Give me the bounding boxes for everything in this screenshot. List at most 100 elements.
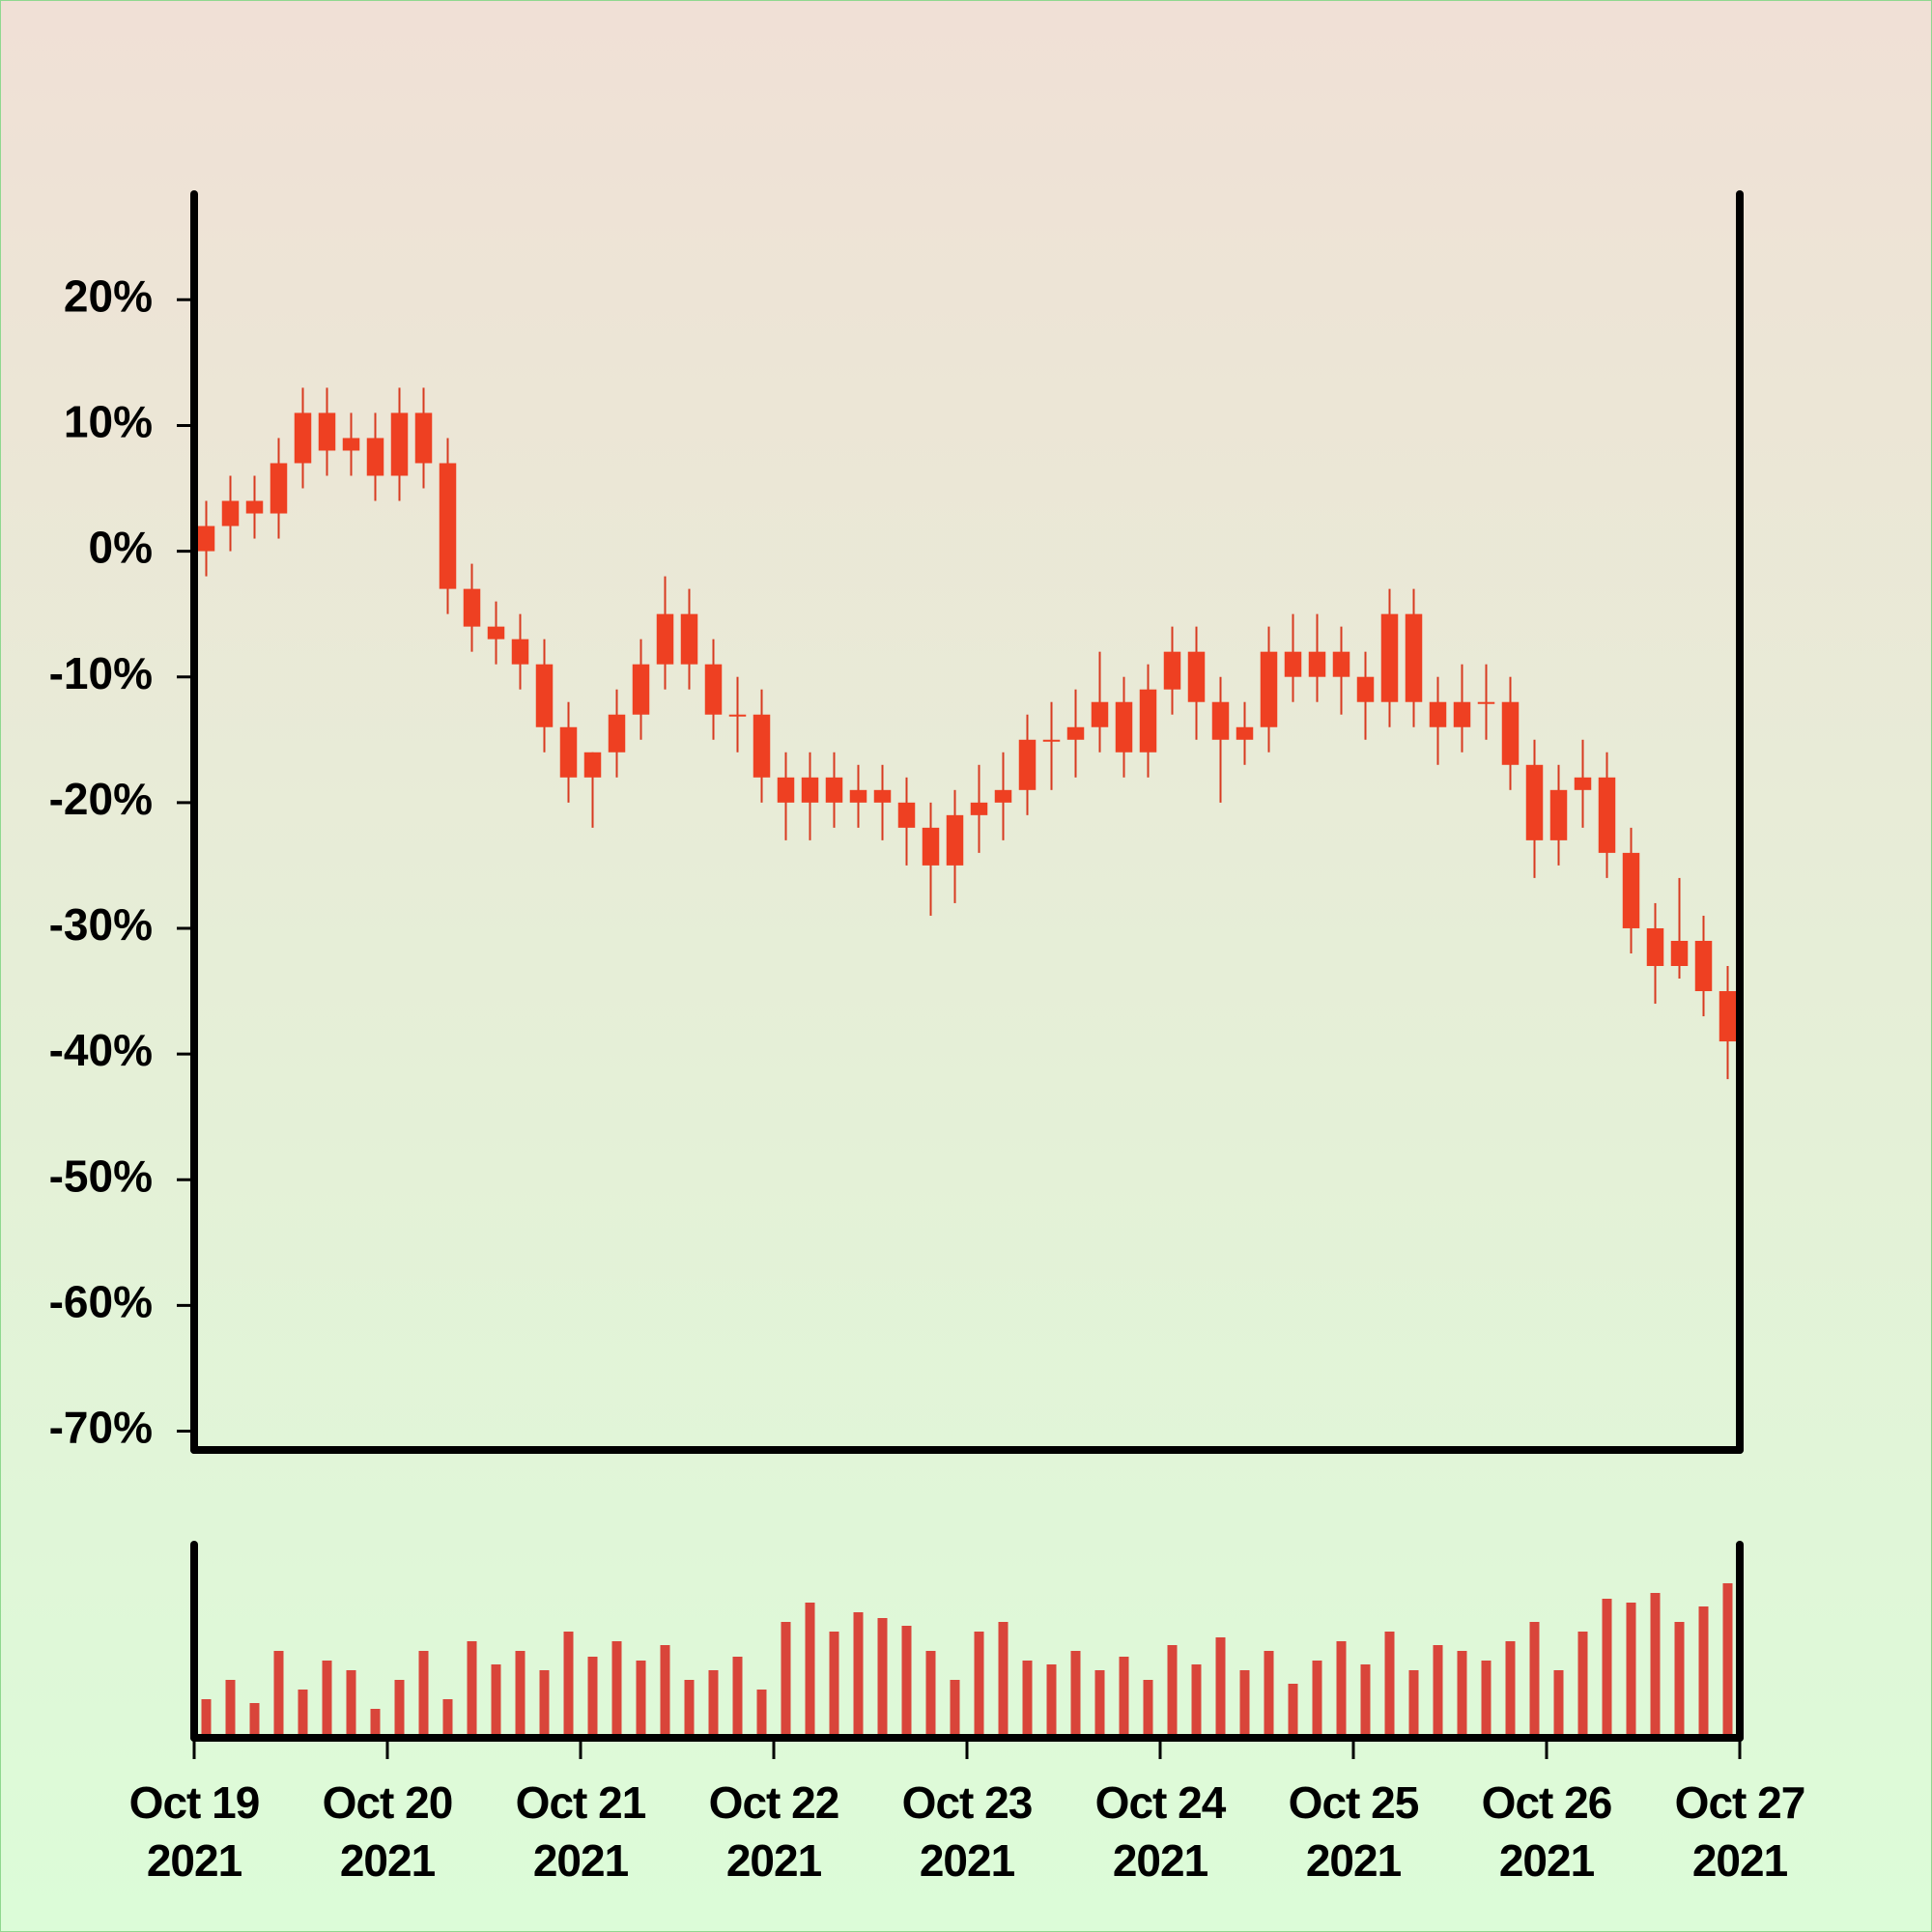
candle-body (1549, 789, 1568, 840)
candle-body (994, 789, 1012, 803)
candle-body (487, 626, 505, 639)
candle-body (1429, 701, 1447, 727)
x-tick-label: Oct 22 2021 (708, 1777, 840, 1886)
volume-bar (1408, 1670, 1419, 1738)
candle-body (1453, 701, 1471, 727)
candle-body (294, 412, 312, 464)
volume-bar (781, 1622, 791, 1738)
y-tick-label: -40% (49, 1025, 153, 1075)
x-tick-label: Oct 24 2021 (1094, 1777, 1227, 1886)
volume-bar (684, 1680, 695, 1738)
candle-body (897, 802, 916, 828)
volume-bar (539, 1670, 550, 1738)
candle-body (559, 726, 578, 778)
candle-body (849, 789, 867, 803)
candle-body (1115, 701, 1133, 753)
candle-body (1042, 739, 1061, 742)
volume-bar (1264, 1651, 1274, 1738)
volume-bar (998, 1622, 1009, 1738)
candle-body (656, 613, 674, 665)
candle-body (463, 588, 481, 627)
candle-body (1501, 701, 1520, 765)
volume-bar (877, 1618, 888, 1738)
candle-body (873, 789, 892, 803)
x-tick-label: Oct 19 2021 (128, 1777, 261, 1886)
candle-body (680, 613, 698, 665)
volume-bar (1626, 1603, 1636, 1738)
volume-bar (1336, 1641, 1347, 1738)
candle-body (946, 814, 964, 866)
volume-bar (1143, 1680, 1153, 1738)
candle-body (390, 412, 409, 476)
volume-bar (950, 1680, 960, 1738)
volume-bar (1070, 1651, 1081, 1738)
volume-bar (298, 1690, 308, 1738)
volume-bar (1650, 1593, 1661, 1738)
candle-body (583, 752, 602, 778)
volume-bar (1722, 1583, 1733, 1738)
volume-bar (853, 1612, 864, 1738)
volume-bar (273, 1651, 284, 1738)
candle-body (439, 463, 457, 589)
candle-body (414, 412, 433, 464)
volume-bar (346, 1670, 356, 1738)
candle-body (1574, 777, 1592, 790)
candle-body (825, 777, 843, 803)
candle-body (1670, 940, 1689, 966)
volume-bar (322, 1661, 332, 1738)
volume-bar (201, 1699, 212, 1738)
y-tick-label: 20% (64, 270, 153, 321)
candle-body (1066, 726, 1085, 740)
x-tick-label: Oct 20 2021 (322, 1777, 454, 1886)
volume-bar (1577, 1632, 1588, 1738)
y-tick-label: 0% (89, 523, 153, 573)
volume-bar (1191, 1664, 1202, 1738)
x-tick-label: Oct 21 2021 (515, 1777, 647, 1886)
candle-body (1477, 701, 1495, 704)
volume-bar (370, 1709, 381, 1738)
candle-body (221, 500, 240, 526)
candle-body (922, 827, 940, 866)
volume-bar (442, 1699, 453, 1738)
candle-body (1260, 651, 1278, 727)
candle-body (1187, 651, 1206, 702)
volume-bar (708, 1670, 719, 1738)
candle-body (197, 526, 215, 552)
volume-bar (901, 1626, 912, 1738)
volume-bar (925, 1651, 936, 1738)
volume-bar (611, 1641, 622, 1738)
volume-bar (1457, 1651, 1467, 1738)
y-tick-label: -70% (49, 1403, 153, 1453)
candle-body (1139, 689, 1157, 753)
volume-bar (587, 1657, 598, 1738)
volume-bar (1674, 1622, 1685, 1738)
volume-bar (491, 1664, 501, 1738)
volume-bar (1119, 1657, 1129, 1738)
volume-bar (636, 1661, 646, 1738)
candle-body (535, 664, 554, 727)
volume-bar (1360, 1664, 1371, 1738)
candle-body (632, 664, 650, 715)
candle-body (342, 438, 360, 451)
candle-body (1356, 676, 1375, 702)
candle-body (970, 802, 988, 815)
candle-body (1308, 651, 1326, 677)
candle-body (1163, 651, 1181, 690)
volume-bar (974, 1632, 984, 1738)
candle-body (270, 463, 288, 514)
volume-bar (1481, 1661, 1492, 1738)
candle-body (1018, 739, 1037, 790)
volume-bar (1288, 1684, 1298, 1738)
volume-bar (394, 1680, 405, 1738)
candle-body (1719, 991, 1737, 1042)
volume-bar (225, 1680, 236, 1738)
candle-body (511, 639, 529, 665)
volume-bar (1384, 1632, 1395, 1738)
candle-body (801, 777, 819, 803)
candle-body (1694, 940, 1713, 992)
volume-bar (1553, 1670, 1564, 1738)
candle-body (245, 500, 264, 514)
candle-body (1380, 613, 1399, 702)
candle-body (1525, 764, 1544, 840)
